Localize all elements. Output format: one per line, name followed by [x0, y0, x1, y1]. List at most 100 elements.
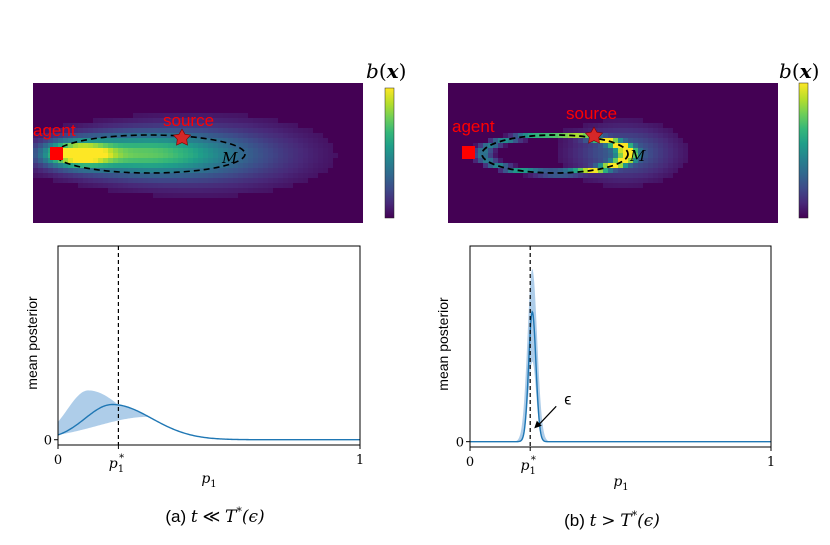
heatmap-cell — [213, 118, 218, 123]
heatmap-cell — [133, 158, 138, 163]
heatmap-cell — [118, 158, 123, 163]
heatmap-cell — [208, 193, 213, 198]
heatmap-cell — [278, 123, 283, 128]
heatmap-cell — [608, 153, 613, 158]
heatmap-cell — [88, 173, 93, 178]
heatmap-cell — [288, 173, 293, 178]
chart-b-annotation-label: ϵ — [564, 391, 571, 408]
heatmap-cell — [208, 173, 213, 178]
heatmap-cell — [208, 148, 213, 153]
chart-b-xtick-label: 1 — [767, 455, 775, 470]
heatmap-cell — [228, 138, 233, 143]
heatmap-cell — [118, 118, 123, 123]
heatmap-cell — [83, 133, 88, 138]
heatmap-cell — [568, 158, 573, 163]
heatmap-cell — [98, 118, 103, 123]
heatmap-cell — [143, 118, 148, 123]
source-label: source — [163, 111, 214, 130]
heatmap-cell — [583, 133, 588, 138]
heatmap-cell — [313, 173, 318, 178]
heatmap-cell — [578, 153, 583, 158]
heatmap-cell — [293, 158, 298, 163]
heatmap-cell — [653, 163, 658, 168]
heatmap-cell — [608, 158, 613, 163]
heatmap-cell — [563, 168, 568, 173]
heatmap-cell — [298, 163, 303, 168]
heatmap-cell — [643, 158, 648, 163]
heatmap-cell — [148, 143, 153, 148]
heatmap-cell — [248, 133, 253, 138]
heatmap-cell — [618, 128, 623, 133]
heatmap-cell — [158, 183, 163, 188]
heatmap-cell — [193, 193, 198, 198]
heatmap-cell — [218, 138, 223, 143]
heatmap-cell — [103, 138, 108, 143]
heatmap-cell — [313, 158, 318, 163]
heatmap-cell — [298, 133, 303, 138]
heatmap-cell — [153, 128, 158, 133]
chart-a-ytick-label: 0 — [44, 434, 52, 449]
heatmap-cell — [268, 168, 273, 173]
heatmap-cell — [293, 128, 298, 133]
source-star-icon — [584, 126, 604, 144]
heatmap-cell — [103, 143, 108, 148]
heatmap-cell — [218, 168, 223, 173]
heatmap-cell — [298, 128, 303, 133]
heatmap-cell — [118, 133, 123, 138]
heatmap-cell — [138, 163, 143, 168]
heatmap-cell — [98, 183, 103, 188]
heatmap-cell — [308, 153, 313, 158]
heatmap-cell — [63, 168, 68, 173]
heatmap-cell — [83, 148, 88, 153]
chart-a-uncertainty-band — [58, 390, 360, 440]
heatmap-cell — [173, 123, 178, 128]
heatmap-cell — [323, 143, 328, 148]
heatmap-cell — [263, 183, 268, 188]
heatmap-cell — [68, 158, 73, 163]
heatmap-cell — [668, 148, 673, 153]
heatmap-cell — [48, 133, 53, 138]
heatmap-cell — [73, 153, 78, 158]
heatmap-cell — [608, 178, 613, 183]
heatmap-cell — [548, 168, 553, 173]
heatmap-cell — [613, 138, 618, 143]
chart-a-vline-label: p1* — [109, 453, 124, 475]
heatmap-cell — [673, 138, 678, 143]
heatmap-cell — [613, 143, 618, 148]
heatmap-cell — [473, 158, 478, 163]
heatmap-cell — [153, 158, 158, 163]
heatmap-cell — [158, 193, 163, 198]
heatmap-cell — [78, 128, 83, 133]
heatmap-cell — [83, 183, 88, 188]
heatmap-cell — [213, 163, 218, 168]
heatmap-cell — [118, 148, 123, 153]
heatmap-cell — [78, 158, 83, 163]
heatmap-cell — [63, 158, 68, 163]
heatmap-cell — [678, 158, 683, 163]
heatmap-cell — [103, 123, 108, 128]
heatmap-cell — [263, 168, 268, 173]
heatmap-cell — [118, 143, 123, 148]
heatmap-cell — [158, 128, 163, 133]
heatmap-cell — [283, 173, 288, 178]
heatmap-cell — [618, 183, 623, 188]
heatmap-cell — [138, 118, 143, 123]
chart-a-caption-prefix: (a) — [165, 507, 186, 526]
heatmap-cell — [658, 178, 663, 183]
heatmap-cell — [113, 173, 118, 178]
heatmap-cell — [653, 133, 658, 138]
heatmap-cell — [138, 153, 143, 158]
heatmap-cell — [273, 128, 278, 133]
heatmap-cell — [158, 178, 163, 183]
heatmap-cell — [308, 138, 313, 143]
heatmap-cell — [258, 123, 263, 128]
chart-a-caption-arg: (ϵ) — [242, 507, 265, 527]
heatmap-cell — [283, 133, 288, 138]
heatmap-cell — [158, 118, 163, 123]
heatmap-cell — [238, 113, 243, 118]
heatmap-cell — [118, 128, 123, 133]
heatmap-cell — [278, 178, 283, 183]
heatmap-cell — [203, 178, 208, 183]
heatmap-cell — [198, 153, 203, 158]
heatmap-cell — [158, 138, 163, 143]
